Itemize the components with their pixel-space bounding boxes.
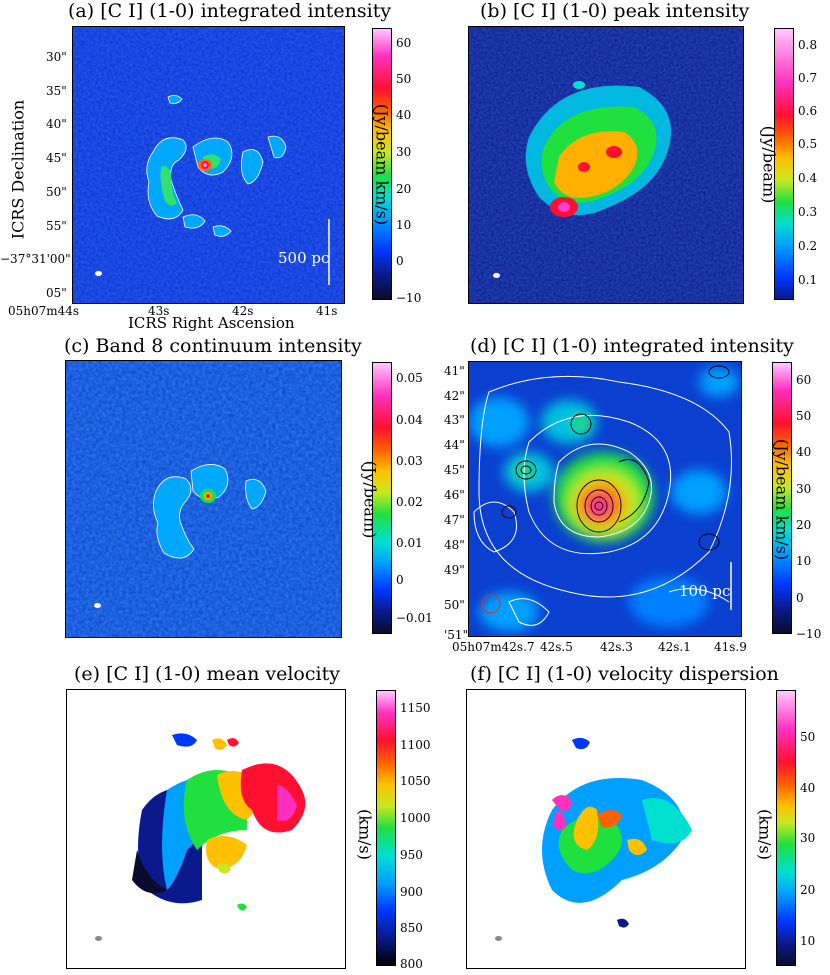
xtick: 05h07m44s xyxy=(8,304,80,318)
ytick: 30" xyxy=(46,50,67,64)
ytick: 45" xyxy=(46,151,67,165)
panel-a-beam xyxy=(95,271,102,276)
xlabel-right-ascension: ICRS Right Ascension xyxy=(128,314,295,332)
panel-e-unit: (km/s) xyxy=(355,809,375,860)
ytick: 41" xyxy=(444,364,465,378)
ytick: −37°31'00" xyxy=(0,252,71,266)
panel-e-title: (e) [C I] (1-0) mean velocity xyxy=(74,663,340,685)
panel-c-emission xyxy=(66,361,341,637)
ytick: 44" xyxy=(444,438,465,452)
panel-a-scalebar-label: 500 pc xyxy=(278,249,330,267)
panel-a-map: 500 pc xyxy=(72,26,345,304)
xtick: 42s xyxy=(232,304,254,318)
ytick: '51" xyxy=(444,628,469,642)
panel-b-colorbar xyxy=(774,28,794,300)
panel-d-emission xyxy=(469,362,741,636)
ytick: 46" xyxy=(444,488,465,502)
ytick: 05" xyxy=(46,286,67,300)
ytick: 42" xyxy=(444,389,465,403)
ytick: 50" xyxy=(46,185,67,199)
panel-a-emission xyxy=(73,27,344,303)
xtick: 05h07m42s.7 xyxy=(452,640,535,654)
panel-b-map xyxy=(468,26,744,304)
ytick: 55" xyxy=(46,219,67,233)
panel-d-unit: (Jy/beam km/s) xyxy=(772,438,792,561)
panel-d-title: (d) [C I] (1-0) integrated intensity xyxy=(470,335,794,357)
ytick: 50" xyxy=(444,598,465,612)
panel-a-unit: (Jy/beam km/s) xyxy=(372,103,392,226)
panel-e-map xyxy=(66,689,346,969)
panel-f-dispersion xyxy=(542,737,692,928)
panel-c-colorbar xyxy=(372,362,392,634)
panel-d-scalebar-label: 100 pc xyxy=(679,582,731,600)
panel-b-emission xyxy=(469,27,743,303)
panel-f-title: (f) [C I] (1-0) velocity dispersion xyxy=(470,663,779,685)
panel-b-unit: (Jy/beam) xyxy=(759,125,779,204)
panel-c-map xyxy=(65,360,342,638)
ylabel-declination: ICRS Declination xyxy=(8,99,28,240)
panel-b-title: (b) [C I] (1-0) peak intensity xyxy=(480,0,750,22)
panel-f-beam xyxy=(495,936,502,941)
xtick: 42s.1 xyxy=(658,640,691,654)
panel-d-colorbar xyxy=(772,362,792,634)
panel-e-colorbar xyxy=(376,690,396,966)
panel-f-colorbar xyxy=(776,690,796,966)
panel-d-map: 100 pc xyxy=(468,361,742,637)
xtick: 43s xyxy=(148,304,170,318)
panel-b-beam xyxy=(493,273,500,278)
xtick: 42s.3 xyxy=(600,640,633,654)
ytick: 45" xyxy=(444,463,465,477)
xtick: 41s.9 xyxy=(714,640,747,654)
xtick: 41s xyxy=(316,304,338,318)
panel-e-beam xyxy=(95,936,102,941)
ytick: 40" xyxy=(46,117,67,131)
panel-a-colorbar xyxy=(372,28,392,300)
panel-c-beam xyxy=(94,603,101,608)
panel-f-map xyxy=(466,689,746,969)
panel-e-velocity xyxy=(132,733,306,911)
ytick: 35" xyxy=(46,84,67,98)
xtick: 42s.5 xyxy=(540,640,573,654)
ytick: 43" xyxy=(444,413,465,427)
ytick: 48" xyxy=(444,538,465,552)
panel-c-unit: (Jy/beam) xyxy=(360,460,380,539)
ytick: 47" xyxy=(444,513,465,527)
panel-c-title: (c) Band 8 continuum intensity xyxy=(64,335,362,357)
panel-f-unit: (km/s) xyxy=(755,809,775,860)
ytick: 49" xyxy=(444,563,465,577)
panel-a-title: (a) [C I] (1-0) integrated intensity xyxy=(68,0,392,22)
